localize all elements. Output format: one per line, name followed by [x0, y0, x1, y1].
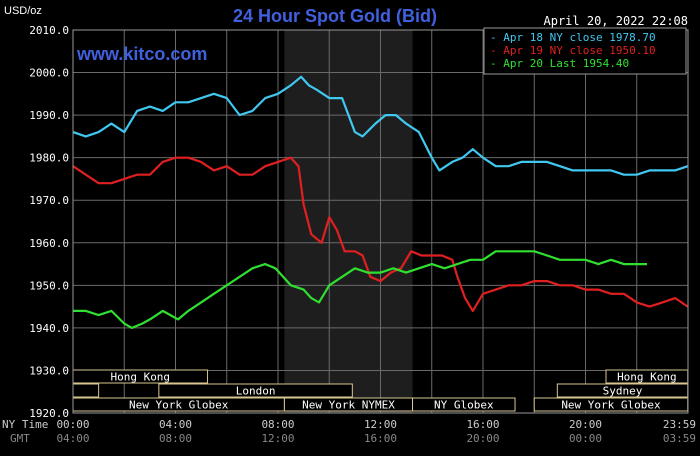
session-label: NY Globex: [434, 399, 494, 412]
y-tick-label: 1940.0: [29, 322, 69, 335]
chart-title: 24 Hour Spot Gold (Bid): [233, 6, 437, 26]
x-tick-label-gmt: 00:00: [569, 432, 602, 445]
y-tick-label: 1970.0: [29, 194, 69, 207]
x-tick-label-ny: 04:00: [159, 418, 192, 431]
x-tick-label-ny: 08:00: [261, 418, 294, 431]
gmt-row-label: GMT: [10, 432, 30, 445]
nymex-highlight-band: [284, 30, 413, 413]
session-label: Sydney: [603, 385, 643, 398]
y-tick-label: 2000.0: [29, 67, 69, 80]
session-bar: [412, 397, 516, 412]
watermark: www.kitco.com: [76, 44, 207, 64]
series-line-3: [73, 250, 647, 329]
y-tick-label: 1990.0: [29, 109, 69, 122]
x-tick-label-gmt: 20:00: [466, 432, 499, 445]
series-line-2: [72, 156, 689, 312]
y-axis-ticks: 2010.0 2000.0 1990.0 1980.0 1970.0 1960.0 1950…: [29, 24, 69, 420]
legend-box: [483, 27, 687, 75]
x-tick-label-ny: 12:00: [364, 418, 397, 431]
y-tick-label: 1960.0: [29, 237, 69, 250]
x-tick-label-gmt: 04:00: [56, 432, 89, 445]
legend: - Apr 18 NY close 1978.70- Apr 19 NY clo…: [490, 31, 656, 70]
y-tick-label: 1920.0: [29, 407, 69, 420]
legend-entry-2: - Apr 19 NY close 1950.10: [490, 44, 656, 57]
y-tick-label: 2010.0: [29, 24, 69, 37]
legend-entry-1: - Apr 18 NY close 1978.70: [490, 31, 656, 44]
series-line-1: [72, 75, 689, 176]
datetime-label: April 20, 2022 22:08: [544, 14, 689, 28]
unit-label: USD/oz: [4, 5, 42, 17]
session-bar: [72, 383, 100, 398]
legend-entry-3: - Apr 20 Last 1954.40: [490, 57, 629, 70]
market-sessions: Hong Kong London New York Globex New York N…: [72, 369, 689, 412]
session-label: New York Globex: [129, 399, 229, 412]
session-label: Hong Kong: [617, 371, 677, 384]
x-tick-label-gmt: 03:59: [663, 432, 696, 445]
y-tick-label: 1980.0: [29, 152, 69, 165]
price-series: [72, 75, 689, 329]
x-axis-ticks: 00:0004:0004:0008:0008:0012:0012:0016:00…: [56, 418, 696, 445]
x-tick-label-gmt: 12:00: [261, 432, 294, 445]
x-tick-label-ny: 20:00: [569, 418, 602, 431]
x-tick-label-gmt: 16:00: [364, 432, 397, 445]
session-label: New York NYMEX: [302, 399, 395, 412]
x-tick-label-gmt: 08:00: [159, 432, 192, 445]
session-label: Hong Kong: [110, 371, 170, 384]
x-tick-label-ny: 16:00: [466, 418, 499, 431]
session-bar: [158, 383, 353, 398]
ny-time-row-label: NY Time: [2, 418, 48, 431]
session-label: New York Globex: [561, 399, 661, 412]
x-tick-label-ny: 00:00: [56, 418, 89, 431]
y-tick-label: 1950.0: [29, 279, 69, 292]
y-tick-label: 1930.0: [29, 364, 69, 377]
session-label: London: [236, 385, 276, 398]
x-tick-label-ny: 23:59: [663, 418, 696, 431]
